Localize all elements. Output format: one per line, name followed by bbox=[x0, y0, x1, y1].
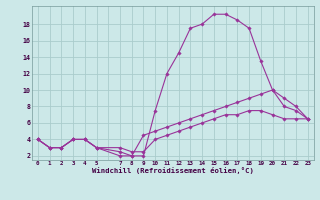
X-axis label: Windchill (Refroidissement éolien,°C): Windchill (Refroidissement éolien,°C) bbox=[92, 168, 254, 174]
